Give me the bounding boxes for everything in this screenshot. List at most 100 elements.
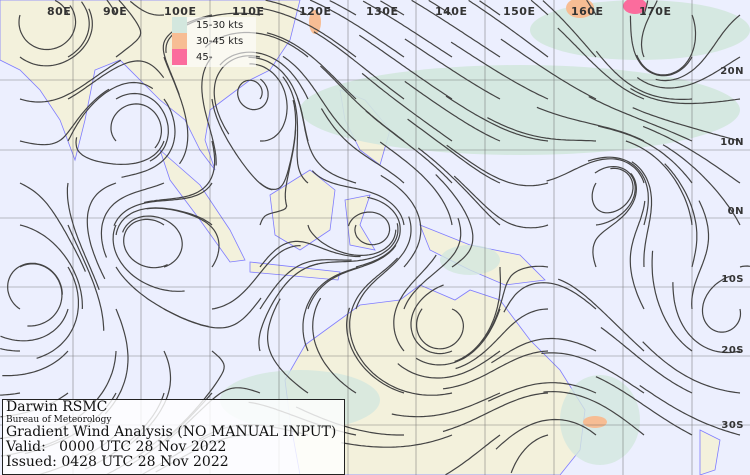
- latitude-label: 10N: [720, 137, 744, 148]
- streamline: [587, 156, 649, 226]
- streamline: [307, 244, 397, 310]
- streamline: [557, 27, 645, 100]
- streamline: [445, 434, 501, 475]
- streamline: [349, 257, 399, 352]
- streamline: [358, 34, 453, 100]
- streamline: [487, 117, 597, 142]
- streamline: [259, 129, 297, 226]
- streamline: [100, 182, 165, 258]
- longitude-label: 150E: [503, 5, 536, 18]
- streamline: [258, 263, 319, 352]
- streamline: [104, 308, 129, 415]
- land-borneo: [269, 169, 336, 251]
- agency-name: Bureau of Meteorology: [6, 415, 112, 425]
- streamline: [410, 284, 453, 355]
- streamline: [404, 38, 501, 100]
- streamline: [311, 170, 405, 226]
- streamline: [594, 165, 636, 226]
- streamline: [296, 97, 357, 184]
- streamline: [86, 182, 117, 280]
- streamline: [651, 250, 693, 352]
- streamline: [309, 0, 405, 58]
- streamline: [380, 0, 405, 16]
- latitude-label: 10S: [721, 274, 744, 285]
- streamline: [267, 298, 309, 394]
- streamline: [307, 223, 399, 268]
- streamline: [110, 103, 162, 149]
- streamline: [407, 118, 501, 184]
- streamline: [546, 158, 645, 184]
- streamline: [211, 98, 273, 191]
- streamline: [211, 245, 301, 310]
- streamline: [146, 207, 220, 268]
- longitude-label: 100E: [164, 5, 197, 18]
- streamline: [446, 144, 549, 187]
- streamline: [595, 376, 693, 436]
- streamline: [329, 0, 357, 16]
- streamline: [701, 275, 742, 333]
- land-java: [249, 261, 341, 281]
- land-new-zealand-edge: [699, 429, 721, 475]
- streamline: [595, 50, 693, 100]
- streamline: [510, 434, 549, 474]
- land-sulawesi: [344, 194, 376, 251]
- streamline: [115, 92, 169, 162]
- legend-label: 30-45 kts: [196, 35, 244, 47]
- streamline: [393, 254, 437, 352]
- streamline: [302, 266, 358, 352]
- streamline: [237, 78, 269, 111]
- streamline: [640, 0, 658, 58]
- latitude-label: 0N: [727, 206, 744, 217]
- streamline: [639, 385, 741, 436]
- streamline: [454, 267, 501, 363]
- legend-swatch: [172, 33, 187, 49]
- streamline: [0, 308, 69, 342]
- legend-swatch: [172, 17, 187, 33]
- streamline: [259, 259, 352, 310]
- streamline: [428, 0, 453, 16]
- streamline: [404, 80, 501, 142]
- speed-15-30: [300, 65, 740, 155]
- streamline: [636, 14, 697, 76]
- streamline: [625, 140, 693, 226]
- streamline: [557, 278, 645, 352]
- streamline: [19, 88, 110, 146]
- streamline: [591, 167, 634, 214]
- streamline: [112, 224, 185, 292]
- streamline: [455, 308, 549, 370]
- streamline: [391, 392, 501, 418]
- streamline: [445, 95, 549, 142]
- streamline: [0, 392, 21, 396]
- streamline: [282, 76, 309, 184]
- streamline: [0, 348, 20, 352]
- speed-30-45: [309, 10, 321, 34]
- streamline: [75, 137, 165, 166]
- centre-name: Darwin RSMC: [6, 399, 108, 415]
- streamline: [115, 0, 142, 58]
- streamline: [307, 224, 397, 256]
- streamline: [123, 218, 168, 269]
- streamline: [67, 81, 154, 142]
- streamline: [403, 218, 462, 310]
- streamline: [530, 0, 549, 16]
- streamline: [19, 224, 84, 310]
- speed-45-plus: [623, 0, 647, 14]
- streamline: [655, 14, 741, 82]
- wind-speed-legend: 15-30 kts 30-45 kts 45-: [172, 17, 256, 67]
- longitude-label: 130E: [366, 5, 399, 18]
- streamline: [453, 175, 549, 229]
- streamline: [643, 0, 649, 16]
- streamline: [129, 0, 165, 16]
- streamline: [588, 96, 693, 142]
- streamline: [631, 161, 653, 268]
- streamline: [259, 240, 361, 268]
- legend-item: 30-45 kts: [172, 33, 256, 49]
- speed-30-45: [583, 416, 607, 428]
- streamline: [379, 141, 453, 226]
- streamline: [355, 350, 453, 396]
- streamline: [345, 307, 405, 394]
- streamline: [487, 382, 597, 402]
- streamline: [417, 147, 501, 226]
- streamline: [67, 60, 165, 100]
- legend-label: 45-: [196, 51, 213, 63]
